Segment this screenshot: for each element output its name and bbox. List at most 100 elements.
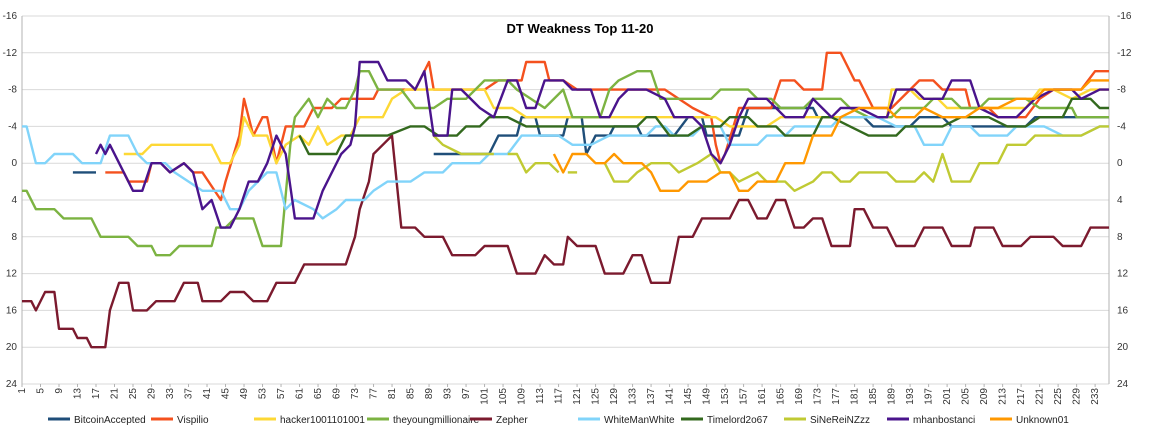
x-tick-label: 69 bbox=[332, 388, 343, 400]
x-tick-label: 17 bbox=[91, 388, 102, 400]
legend: BitcoinAccepted Vispilio hacker1001101001 t… bbox=[48, 415, 1069, 426]
y-tick-label-right: 20 bbox=[1117, 342, 1129, 353]
series-line bbox=[432, 134, 494, 156]
x-tick-label: 161 bbox=[757, 388, 768, 405]
x-tick-label: 113 bbox=[535, 388, 546, 404]
x-tick-label: 105 bbox=[498, 388, 509, 405]
x-tick-label: 65 bbox=[313, 388, 324, 400]
x-tick-label: 9 bbox=[54, 388, 65, 394]
x-tick-label: 229 bbox=[1072, 388, 1083, 405]
series-line bbox=[22, 69, 1109, 257]
y-tick-label: -12 bbox=[3, 48, 18, 59]
legend-label: WhiteManWhite bbox=[604, 415, 675, 426]
y-tick-label: -8 bbox=[8, 85, 17, 96]
y-tick-label-right: 12 bbox=[1117, 269, 1129, 280]
x-tick-label: 173 bbox=[813, 388, 824, 405]
y-tick-label: 4 bbox=[11, 195, 17, 206]
legend-item: mhanbostanci bbox=[887, 415, 975, 426]
x-tick-label: 1 bbox=[17, 388, 28, 394]
x-tick-label: 137 bbox=[646, 388, 657, 405]
x-tick-label: 13 bbox=[73, 388, 84, 400]
legend-item: WhiteManWhite bbox=[578, 415, 675, 426]
x-tick-label: 73 bbox=[350, 388, 361, 400]
series-mhanbostanci bbox=[94, 60, 1109, 229]
x-tick-label: 193 bbox=[905, 388, 916, 405]
x-tick-label: 49 bbox=[239, 388, 250, 400]
x-tick-label: 181 bbox=[850, 388, 861, 405]
y-tick-label-right: 24 bbox=[1117, 379, 1129, 390]
legend-label: SiNeReiNZzz bbox=[810, 415, 870, 426]
x-tick-label: 21 bbox=[110, 388, 121, 400]
legend-item: Unknown01 bbox=[990, 415, 1069, 426]
x-tick-label: 93 bbox=[443, 388, 454, 400]
x-tick-label: 37 bbox=[184, 388, 195, 400]
y-tick-label-right: 4 bbox=[1117, 195, 1123, 206]
x-tick-label: 169 bbox=[794, 388, 805, 405]
x-tick-label: 233 bbox=[1090, 388, 1101, 405]
x-tick-label: 29 bbox=[147, 388, 158, 400]
x-tick-label: 5 bbox=[36, 388, 47, 394]
y-tick-label: 24 bbox=[6, 379, 18, 390]
x-tick-label: 101 bbox=[480, 388, 491, 405]
x-tick-label: 77 bbox=[369, 388, 380, 400]
x-tick-label: 45 bbox=[221, 388, 232, 400]
legend-label: BitcoinAccepted bbox=[74, 415, 146, 426]
x-tick-label: 57 bbox=[276, 388, 287, 400]
y-axis-right: -16 -12 -8 -4 0 4 8 12 16 20 24 bbox=[1117, 11, 1132, 390]
y-tick-label-right: -12 bbox=[1117, 48, 1132, 59]
chart-title: DT Weakness Top 11-20 bbox=[507, 21, 654, 36]
x-tick-label: 213 bbox=[998, 388, 1009, 405]
x-tick-label: 97 bbox=[461, 388, 472, 400]
legend-item: Timelord2o67 bbox=[681, 415, 768, 426]
x-tick-label: 157 bbox=[739, 388, 750, 405]
series-theyoungmillionaire bbox=[22, 69, 1109, 257]
y-tick-label: -4 bbox=[8, 121, 17, 132]
legend-label: Unknown01 bbox=[1016, 415, 1069, 426]
x-tick-label: 185 bbox=[868, 388, 879, 405]
y-tick-label: 12 bbox=[6, 269, 18, 280]
x-tick-label: 205 bbox=[961, 388, 972, 405]
y-axis-left: -16 -12 -8 -4 0 4 8 12 16 20 24 bbox=[3, 11, 18, 390]
y-tick-label: 16 bbox=[6, 305, 18, 316]
y-tick-label: 0 bbox=[11, 158, 17, 169]
y-tick-label-right: 16 bbox=[1117, 305, 1129, 316]
series-line bbox=[94, 60, 1109, 229]
series-line bbox=[22, 134, 1109, 349]
x-tick-label: 149 bbox=[702, 388, 713, 405]
x-tick-label: 217 bbox=[1016, 388, 1027, 405]
x-tick-label: 189 bbox=[887, 388, 898, 405]
legend-label: mhanbostanci bbox=[913, 415, 975, 426]
legend-item: hacker1001101001 bbox=[254, 415, 365, 426]
x-tick-label: 41 bbox=[202, 388, 213, 400]
x-tick-label: 141 bbox=[665, 388, 676, 405]
legend-label: Zepher bbox=[496, 415, 528, 426]
x-tick-label: 201 bbox=[942, 388, 953, 405]
x-tick-label: 153 bbox=[720, 388, 731, 405]
series-Unknown01 bbox=[552, 79, 1109, 193]
legend-item: Zepher bbox=[470, 415, 528, 426]
series-line bbox=[507, 152, 560, 174]
x-tick-label: 165 bbox=[776, 388, 787, 405]
x-tick-label: 125 bbox=[591, 388, 602, 405]
gridlines bbox=[21, 15, 1110, 385]
x-tick-label: 117 bbox=[554, 388, 565, 404]
series-line bbox=[552, 79, 1109, 193]
legend-label: hacker1001101001 bbox=[280, 415, 365, 426]
x-axis: 1 5 9 13 17 21 25 29 33 37 41 45 49 53 57 61 65 69 73 77 81 8… bbox=[17, 384, 1101, 405]
x-tick-label: 61 bbox=[295, 388, 306, 400]
x-tick-label: 109 bbox=[517, 388, 528, 405]
legend-item: Vispilio bbox=[151, 415, 209, 426]
y-tick-label: 20 bbox=[6, 342, 18, 353]
legend-label: theyoungmillionaire bbox=[393, 415, 480, 426]
x-tick-label: 53 bbox=[258, 388, 269, 400]
x-tick-label: 197 bbox=[924, 388, 935, 405]
y-tick-label-right: 8 bbox=[1117, 232, 1123, 243]
x-tick-label: 25 bbox=[128, 388, 139, 400]
series-line bbox=[433, 106, 1109, 156]
series-Zepher bbox=[22, 134, 1109, 349]
legend-label: Vispilio bbox=[177, 415, 209, 426]
series-lines bbox=[22, 51, 1109, 349]
legend-label: Timelord2o67 bbox=[707, 415, 768, 426]
x-tick-label: 89 bbox=[424, 388, 435, 400]
